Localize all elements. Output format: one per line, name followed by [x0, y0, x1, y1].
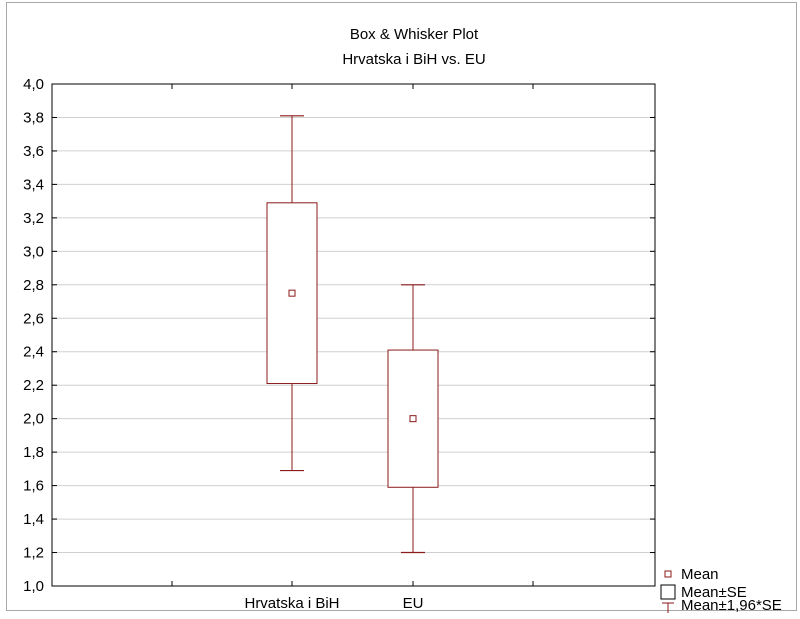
- y-tick-label: 3,8: [23, 109, 44, 126]
- y-tick-label: 3,0: [23, 243, 44, 260]
- chart-title: Box & Whisker Plot: [350, 26, 479, 43]
- outer-frame: [6, 2, 797, 611]
- y-tick-label: 2,8: [23, 277, 44, 294]
- box-1: [266, 115, 318, 472]
- x-axis-ticks: Hrvatska i BiH EU: [171, 84, 534, 612]
- y-tick-label: 1,8: [23, 444, 44, 461]
- plot-area-border: [51, 83, 656, 587]
- y-tick-label: 2,4: [23, 344, 44, 361]
- y-tick-label: 4,0: [23, 76, 44, 93]
- y-tick-label: 3,2: [23, 210, 44, 227]
- x-tick-label: EU: [403, 595, 424, 612]
- y-tick-label: 1,0: [23, 578, 44, 595]
- legend-mean-label: Mean: [681, 566, 719, 583]
- boxes: [266, 115, 439, 554]
- chart-subtitle: Hrvatska i BiH vs. EU: [342, 51, 485, 68]
- x-tick-label: Hrvatska i BiH: [244, 595, 339, 612]
- mean-point: [288, 289, 296, 297]
- legend-se-swatch: [660, 584, 676, 600]
- mean-point: [409, 415, 417, 423]
- y-axis-ticks: 1,0 1,2 1,4 1,6 1,8 2,0 2,2 2,4 2,6 2,8 3,0 3,2 3,4 3…: [23, 76, 655, 595]
- y-tick-label: 1,2: [23, 545, 44, 562]
- legend-se-label: Mean±SE: [681, 584, 747, 601]
- y-tick-label: 2,2: [23, 377, 44, 394]
- y-tick-label: 2,0: [23, 411, 44, 428]
- box-2: [387, 284, 439, 554]
- legend-mean-swatch: [664, 570, 672, 578]
- y-tick-label: 1,6: [23, 478, 44, 495]
- y-tick-label: 3,6: [23, 143, 44, 160]
- y-tick-label: 2,6: [23, 310, 44, 327]
- legend-whisker-label: Mean±1,96*SE: [681, 597, 782, 614]
- grid-lines: [52, 116, 655, 554]
- y-tick-label: 1,4: [23, 511, 44, 528]
- y-tick-label: 3,4: [23, 176, 44, 193]
